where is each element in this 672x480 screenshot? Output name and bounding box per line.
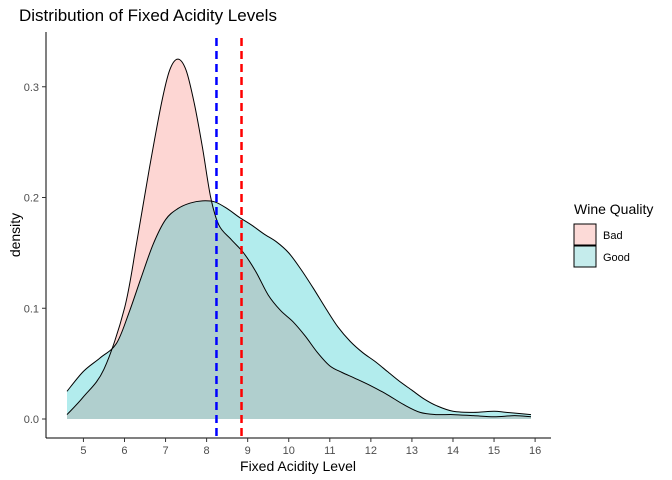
x-tick-label: 7 bbox=[162, 445, 168, 457]
legend-label-bad: Bad bbox=[603, 230, 623, 242]
x-tick-label: 10 bbox=[283, 445, 295, 457]
y-axis-title: density bbox=[7, 213, 23, 257]
x-tick-label: 14 bbox=[447, 445, 459, 457]
x-tick-label: 8 bbox=[204, 445, 210, 457]
x-tick-label: 16 bbox=[529, 445, 541, 457]
legend-swatch-good bbox=[573, 245, 597, 268]
x-tick-label: 6 bbox=[121, 445, 127, 457]
x-tick-label: 13 bbox=[406, 445, 418, 457]
legend-swatch-bad bbox=[573, 223, 597, 246]
x-tick-label: 5 bbox=[80, 445, 86, 457]
x-tick-label: 15 bbox=[488, 445, 500, 457]
density-line-bad bbox=[66, 58, 532, 418]
y-tick-label: 0.3 bbox=[24, 82, 39, 94]
x-tick-label: 11 bbox=[324, 445, 335, 457]
density-area-bad bbox=[67, 59, 531, 419]
chart-title: Distribution of Fixed Acidity Levels bbox=[19, 6, 277, 25]
y-tick-label: 0.2 bbox=[24, 193, 39, 205]
legend-label-good: Good bbox=[603, 252, 630, 264]
plot-area bbox=[66, 38, 532, 438]
x-tick-label: 12 bbox=[365, 445, 377, 457]
x-axis-ticks: 5 6 7 8 9 10 11 12 13 14 15 16 bbox=[80, 438, 541, 457]
y-tick-label: 0.1 bbox=[24, 303, 39, 315]
x-axis-title: Fixed Acidity Level bbox=[240, 458, 356, 474]
x-tick-label: 9 bbox=[245, 445, 251, 457]
legend-title: Wine Quality bbox=[574, 201, 653, 217]
y-axis-ticks: 0.0 0.1 0.2 0.3 bbox=[24, 82, 46, 426]
density-line-good bbox=[66, 200, 532, 416]
y-tick-label: 0.0 bbox=[24, 414, 39, 426]
density-area-good bbox=[67, 200, 531, 419]
legend: Wine Quality Bad Good bbox=[573, 201, 653, 268]
